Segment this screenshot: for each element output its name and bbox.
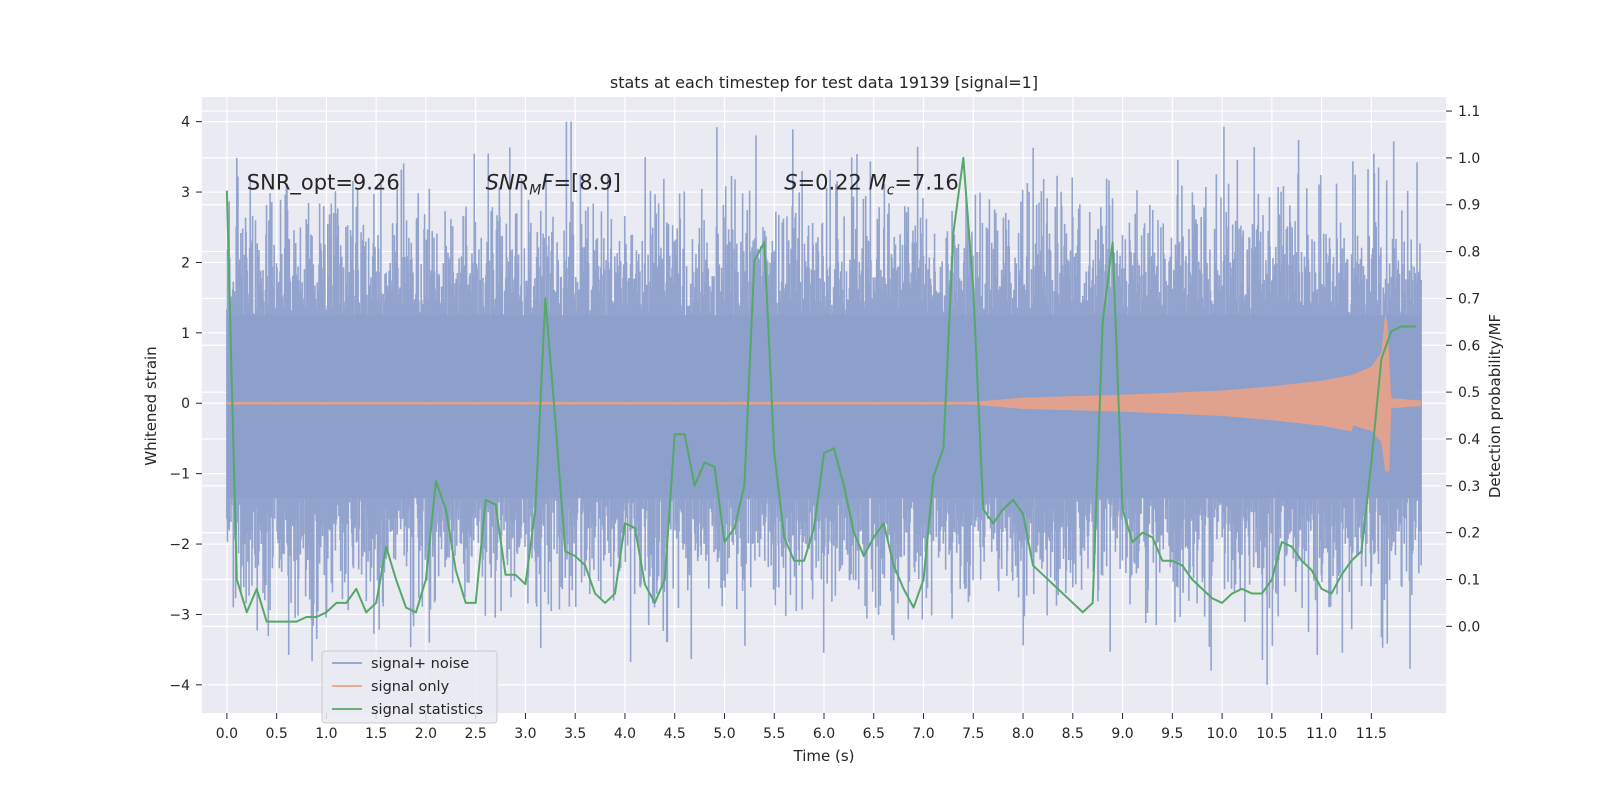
signal-only-envelope bbox=[226, 313, 1422, 472]
x-tick-label-4: 2.0 bbox=[415, 726, 437, 742]
y-tick-label-3: −1 bbox=[169, 467, 190, 483]
x-tick-label-17: 8.5 bbox=[1062, 726, 1084, 742]
x-tick-label-6: 3.0 bbox=[514, 726, 536, 742]
x-tick-label-0: 0.0 bbox=[216, 726, 238, 742]
x-tick-label-5: 2.5 bbox=[465, 726, 487, 742]
legend-label-statistics: signal statistics bbox=[371, 702, 483, 718]
y-axis-left: −4 −3 −2 −1 0 1 2 3 4 bbox=[169, 115, 202, 694]
annotation-s-mc: S=0.22 Mc=7.16 bbox=[784, 170, 959, 198]
x-tick-label-10: 5.0 bbox=[713, 726, 735, 742]
x-tick-label-20: 10.0 bbox=[1206, 726, 1237, 742]
y-tick-label-2: −2 bbox=[169, 537, 190, 553]
y-axis-right: 0.0 0.1 0.2 0.3 0.4 0.5 0.6 0.7 0.8 0.9 1.0 1.1 bbox=[1446, 104, 1480, 635]
x-tick-label-7: 3.5 bbox=[564, 726, 586, 742]
x-tick-label-19: 9.5 bbox=[1161, 726, 1183, 742]
x-tick-label-13: 6.5 bbox=[863, 726, 885, 742]
series-signal-statistics bbox=[225, 156, 1417, 623]
y2-tick-label-6: 0.6 bbox=[1458, 338, 1480, 354]
x-tick-label-11: 5.5 bbox=[763, 726, 785, 742]
x-tick-label-9: 4.5 bbox=[664, 726, 686, 742]
x-tick-label-8: 4.0 bbox=[614, 726, 636, 742]
y-tick-label-7: 3 bbox=[181, 185, 190, 201]
x-tick-label-22: 11.0 bbox=[1306, 726, 1337, 742]
y2-tick-label-8: 0.8 bbox=[1458, 245, 1480, 261]
y-tick-label-4: 0 bbox=[181, 396, 190, 412]
y2-tick-label-9: 0.9 bbox=[1458, 198, 1480, 214]
x-tick-label-12: 6.0 bbox=[813, 726, 835, 742]
y2-tick-label-1: 0.1 bbox=[1458, 572, 1480, 588]
x-tick-label-21: 10.5 bbox=[1256, 726, 1287, 742]
legend: signal+ noise signal only signal statist… bbox=[321, 650, 498, 724]
legend-label-noise: signal+ noise bbox=[371, 656, 469, 672]
x-tick-label-14: 7.0 bbox=[912, 726, 934, 742]
y2-tick-label-7: 0.7 bbox=[1458, 291, 1480, 307]
x-tick-label-3: 1.5 bbox=[365, 726, 387, 742]
legend-label-signal: signal only bbox=[371, 679, 450, 695]
signal-statistics-line bbox=[225, 156, 1417, 623]
legend-box bbox=[321, 650, 498, 724]
y2-axis-title: Detection probability/MF bbox=[1486, 314, 1504, 498]
series-signal-only bbox=[226, 313, 1422, 472]
x-tick-label-23: 11.5 bbox=[1356, 726, 1387, 742]
y2-tick-label-11: 1.1 bbox=[1458, 104, 1480, 120]
x-tick-label-2: 1.0 bbox=[315, 726, 337, 742]
x-axis-title: Time (s) bbox=[793, 747, 855, 765]
y-tick-label-0: −4 bbox=[169, 678, 190, 694]
y2-tick-label-2: 0.2 bbox=[1458, 526, 1480, 542]
y2-tick-label-0: 0.0 bbox=[1458, 619, 1480, 635]
annotation-snr-mf: SNRMF=[8.9] bbox=[486, 170, 621, 198]
y2-tick-label-3: 0.3 bbox=[1458, 479, 1480, 495]
y2-tick-label-4: 0.4 bbox=[1458, 432, 1480, 448]
y-tick-label-1: −3 bbox=[169, 607, 190, 623]
y-axis-title: Whitened strain bbox=[142, 346, 160, 465]
x-tick-label-15: 7.5 bbox=[962, 726, 984, 742]
x-tick-label-18: 9.0 bbox=[1111, 726, 1133, 742]
y-tick-label-6: 2 bbox=[181, 255, 190, 271]
annotation-snr-opt: SNR_opt=9.26 bbox=[247, 170, 400, 195]
y2-tick-label-10: 1.0 bbox=[1458, 151, 1480, 167]
y2-tick-label-5: 0.5 bbox=[1458, 385, 1480, 401]
y-tick-label-8: 4 bbox=[181, 115, 190, 131]
x-tick-label-16: 8.0 bbox=[1012, 726, 1034, 742]
annotations: SNR_opt=9.26 SNRMF=[8.9] S=0.22 Mc=7.16 bbox=[247, 170, 959, 198]
chart-title: stats at each timestep for test data 191… bbox=[610, 73, 1038, 92]
y-tick-label-5: 1 bbox=[181, 326, 190, 342]
x-axis: 0.0 0.5 1.0 1.5 2.0 2.5 3.0 3.5 4.0 4.5 5.0 5.5 6.0 6… bbox=[216, 713, 1387, 742]
x-tick-label-1: 0.5 bbox=[266, 726, 288, 742]
